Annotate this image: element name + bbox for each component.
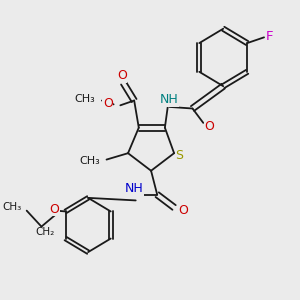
- Text: NH: NH: [160, 93, 179, 106]
- Text: NH: NH: [125, 182, 143, 195]
- Text: CH₃: CH₃: [79, 156, 100, 166]
- Text: CH₂: CH₂: [35, 227, 54, 237]
- Text: CH₃: CH₃: [2, 202, 21, 212]
- Text: O: O: [205, 120, 214, 133]
- Text: O: O: [103, 97, 113, 110]
- Text: CH₃: CH₃: [74, 94, 95, 104]
- Text: F: F: [266, 30, 273, 43]
- Text: O: O: [117, 70, 127, 83]
- Text: O: O: [178, 203, 188, 217]
- Text: O: O: [50, 202, 59, 215]
- Text: S: S: [176, 149, 184, 162]
